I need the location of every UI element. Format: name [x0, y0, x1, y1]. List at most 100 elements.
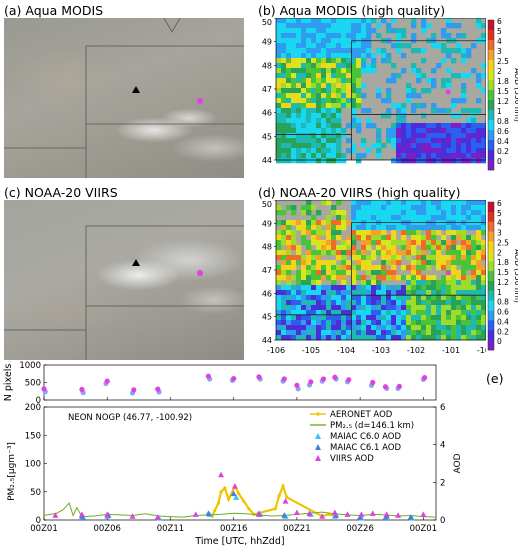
aod-pixel: [416, 275, 422, 281]
aod-pixel: [361, 250, 367, 256]
colorbar-tick-label: 1.2: [497, 278, 509, 287]
aod-pixel: [476, 78, 482, 84]
aod-pixel: [281, 255, 287, 261]
aod-pixel: [416, 123, 422, 129]
aod-pixel: [291, 133, 297, 139]
aod-pixel: [326, 325, 332, 331]
aod-pixel: [421, 310, 427, 316]
aod-pixel: [331, 143, 337, 149]
aod-pixel: [431, 250, 437, 256]
aod-pixel: [341, 58, 347, 64]
aod-pixel: [286, 83, 292, 89]
aod-pixel: [446, 225, 452, 231]
aod-pixel: [366, 18, 372, 24]
aod-pixel: [396, 103, 402, 109]
aod-pixel: [436, 325, 442, 331]
aod-pixel: [356, 315, 362, 321]
colorbar-tick-label: 0.2: [497, 147, 509, 156]
colorbar-segment: [488, 300, 494, 311]
aod-pixel: [341, 220, 347, 226]
aod-pixel: [316, 265, 322, 271]
aod-pixel: [481, 290, 487, 296]
aod-pixel: [436, 225, 442, 231]
aod-pixel: [451, 73, 457, 79]
aod-pixel: [291, 285, 297, 291]
aod-pixel: [336, 215, 342, 221]
aod-pixel: [441, 255, 447, 261]
aod-pixel: [401, 225, 407, 231]
aod-pixel: [431, 285, 437, 291]
aod-pixel: [406, 325, 412, 331]
aod-pixel: [406, 240, 412, 246]
aod-pixel: [481, 330, 487, 336]
aod-pixel: [421, 73, 427, 79]
aod-pixel: [326, 138, 332, 144]
aod-pixel: [341, 225, 347, 231]
aod-pixel: [391, 250, 397, 256]
aod-pixel: [381, 320, 387, 326]
aod-pixel: [326, 118, 332, 124]
aod-pixel: [321, 335, 327, 341]
lon-tick-label: -101: [442, 346, 460, 355]
aod-pixel: [356, 235, 362, 241]
aod-pixel: [366, 325, 372, 331]
aod-pixel: [286, 28, 292, 34]
aod-pixel: [401, 230, 407, 236]
aod-pixel: [466, 295, 472, 301]
aod-pixel: [391, 28, 397, 34]
aod-pixel: [326, 330, 332, 336]
aod-pixel: [426, 225, 432, 231]
aod-pixel: [351, 330, 357, 336]
aod-pixel: [301, 270, 307, 276]
aod-pixel: [466, 310, 472, 316]
aod-pixel: [281, 128, 287, 134]
aod-pixel: [311, 88, 317, 94]
aod-pixel: [391, 255, 397, 261]
aod-pixel: [391, 320, 397, 326]
aod-pixel: [321, 153, 327, 159]
aod-pixel: [411, 133, 417, 139]
aod-pixel: [306, 63, 312, 69]
aod-pixel: [466, 153, 472, 159]
aod-pixel: [406, 295, 412, 301]
aod-pixel: [346, 245, 352, 251]
aod-pixel: [301, 33, 307, 39]
aod-pixel: [481, 250, 487, 256]
aod-pixel: [401, 113, 407, 119]
aod-pixel: [481, 133, 487, 139]
aod-pixel: [401, 148, 407, 154]
lat-tick-label: 48: [262, 61, 272, 70]
colorbar-tick-label: 1: [497, 107, 502, 116]
aod-pixel: [451, 153, 457, 159]
aod-pixel: [471, 290, 477, 296]
aod-pixel: [326, 275, 332, 281]
aod-pixel: [316, 83, 322, 89]
aeronet-point: [223, 486, 227, 490]
aod-pixel: [356, 205, 362, 211]
aod-pixel: [291, 310, 297, 316]
aod-pixel: [416, 230, 422, 236]
aod-pixel: [481, 335, 487, 341]
aod-pixel: [321, 68, 327, 74]
aod-pixel: [301, 78, 307, 84]
aod-pixel: [461, 230, 467, 236]
aod-pixel: [316, 315, 322, 321]
aod-pixel: [361, 200, 367, 206]
aod-pixel: [456, 138, 462, 144]
aod-pixel: [276, 83, 282, 89]
aod-pixel: [371, 310, 377, 316]
aod-pixel: [361, 43, 367, 49]
aod-pixel: [306, 103, 312, 109]
aod-pixel: [401, 290, 407, 296]
aod-pixel: [406, 285, 412, 291]
aod-pixel: [331, 260, 337, 266]
colorbar-segment: [488, 100, 494, 111]
aod-pixel: [346, 270, 352, 276]
aod-pixel: [326, 250, 332, 256]
aod-pixel: [326, 58, 332, 64]
aod-pixel: [481, 200, 487, 206]
aod-pixel: [446, 260, 452, 266]
aod-pixel: [476, 235, 482, 241]
aod-pixel: [331, 250, 337, 256]
